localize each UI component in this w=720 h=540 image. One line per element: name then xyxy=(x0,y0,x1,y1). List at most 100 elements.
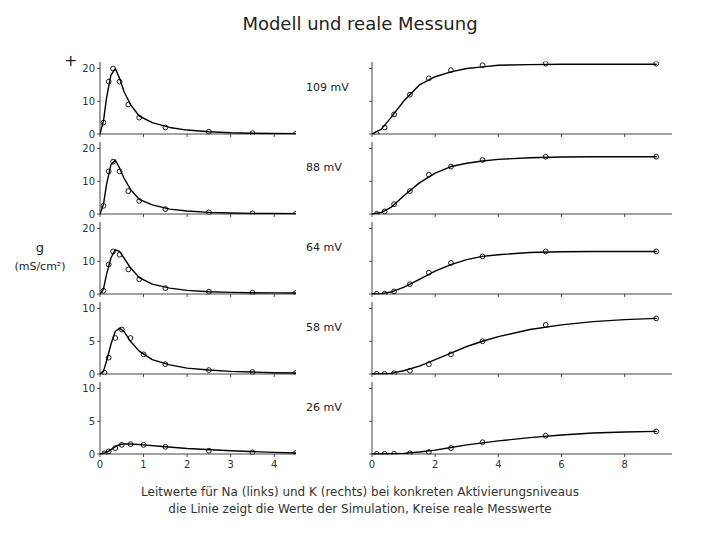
x-tick-label: 4 xyxy=(495,459,501,470)
x-tick-label: 2 xyxy=(184,459,190,470)
measurement-point xyxy=(106,79,111,84)
simulation-line xyxy=(100,328,296,374)
measurement-point xyxy=(407,451,412,455)
y-tick-label: 10 xyxy=(82,383,95,394)
x-tick xyxy=(230,454,231,457)
simulation-line xyxy=(372,251,656,294)
measurement-point xyxy=(206,210,211,215)
plot-area xyxy=(100,249,296,294)
measurement-point xyxy=(654,62,659,67)
measurement-point xyxy=(654,154,659,159)
x-tick xyxy=(498,294,499,297)
title: Modell und reale Messung xyxy=(242,13,477,34)
x-tick-label: 8 xyxy=(621,459,627,470)
y-tick xyxy=(369,261,372,262)
y-tick xyxy=(369,101,372,102)
measurement-point xyxy=(382,291,387,294)
level-label: 26 mV xyxy=(306,401,342,414)
simulation-line xyxy=(372,318,656,374)
panel: 051058 mV xyxy=(82,302,342,380)
measurement-point xyxy=(392,289,397,294)
measurement-point xyxy=(126,102,131,107)
measurement-point xyxy=(654,249,659,254)
simulation-line xyxy=(100,69,296,134)
simulation-line xyxy=(372,431,656,454)
panel: 0102088 mV xyxy=(82,142,342,220)
measurement-point xyxy=(206,368,211,373)
y-tick-label: 5 xyxy=(89,416,95,427)
x-axis-line xyxy=(372,294,672,295)
x-tick xyxy=(561,454,562,457)
measurement-point xyxy=(250,131,255,135)
measurement-point xyxy=(480,339,485,344)
x-tick xyxy=(561,374,562,377)
plot-area xyxy=(372,154,659,214)
y-axis-label: g xyxy=(36,240,44,255)
x-tick xyxy=(435,294,436,297)
measurement-point xyxy=(106,355,111,360)
measurement-point xyxy=(250,290,255,294)
measurement-point xyxy=(206,289,211,294)
panel xyxy=(369,302,672,377)
measurement-point xyxy=(654,429,659,434)
plot-area xyxy=(372,62,659,135)
measurement-point xyxy=(126,267,131,272)
x-axis-line xyxy=(372,454,672,455)
measurement-point xyxy=(382,371,387,374)
page: {"chart_data": [ {"type": "line", "title… xyxy=(0,0,720,540)
measurement-point xyxy=(250,211,255,215)
y-tick xyxy=(97,388,100,389)
x-axis-line xyxy=(372,374,672,375)
measurement-point xyxy=(449,68,454,73)
measurement-point xyxy=(392,202,397,207)
panel: 05100123426 mV xyxy=(82,382,342,470)
y-tick-label: 10 xyxy=(82,96,95,107)
measurement-point xyxy=(111,159,116,164)
x-tick-label: 3 xyxy=(227,459,233,470)
x-tick xyxy=(624,134,625,137)
x-tick xyxy=(624,374,625,377)
measurement-point xyxy=(654,316,659,321)
measurement-point xyxy=(106,262,111,267)
measurement-point xyxy=(426,172,431,177)
measurement-point xyxy=(137,199,142,204)
measurement-point xyxy=(141,352,146,357)
panel: 0102064 mV xyxy=(82,222,342,300)
measurement-point xyxy=(113,446,118,451)
measurement-point xyxy=(407,92,412,97)
y-tick xyxy=(97,68,100,69)
y-tick xyxy=(97,101,100,102)
measurement-point xyxy=(382,452,387,455)
y-tick xyxy=(369,181,372,182)
measurement-point xyxy=(543,154,548,159)
y-tick-label: 10 xyxy=(82,256,95,267)
y-tick xyxy=(97,181,100,182)
simulation-line xyxy=(372,157,656,214)
x-tick xyxy=(187,374,188,377)
measurement-point xyxy=(206,448,211,453)
measurement-point xyxy=(426,450,431,455)
measurement-point xyxy=(128,336,133,341)
measurement-point xyxy=(374,291,379,294)
y-tick xyxy=(97,341,100,342)
x-tick xyxy=(187,134,188,137)
level-label: 88 mV xyxy=(306,161,342,174)
panel xyxy=(369,142,672,217)
y-tick-label: 10 xyxy=(82,176,95,187)
measurement-point xyxy=(117,79,122,84)
y-axis-line xyxy=(100,142,101,214)
x-tick xyxy=(498,374,499,377)
x-tick xyxy=(143,214,144,217)
measurement-point xyxy=(480,440,485,445)
x-tick xyxy=(143,374,144,377)
x-tick xyxy=(230,134,231,137)
x-axis-line xyxy=(372,134,672,135)
y-tick xyxy=(369,68,372,69)
y-axis-line xyxy=(100,62,101,134)
measurement-point xyxy=(163,125,168,130)
measurement-point xyxy=(137,115,142,120)
measurement-point xyxy=(119,327,124,332)
measurement-point xyxy=(374,371,379,374)
x-axis-line xyxy=(100,374,296,375)
measurement-point xyxy=(392,371,397,375)
